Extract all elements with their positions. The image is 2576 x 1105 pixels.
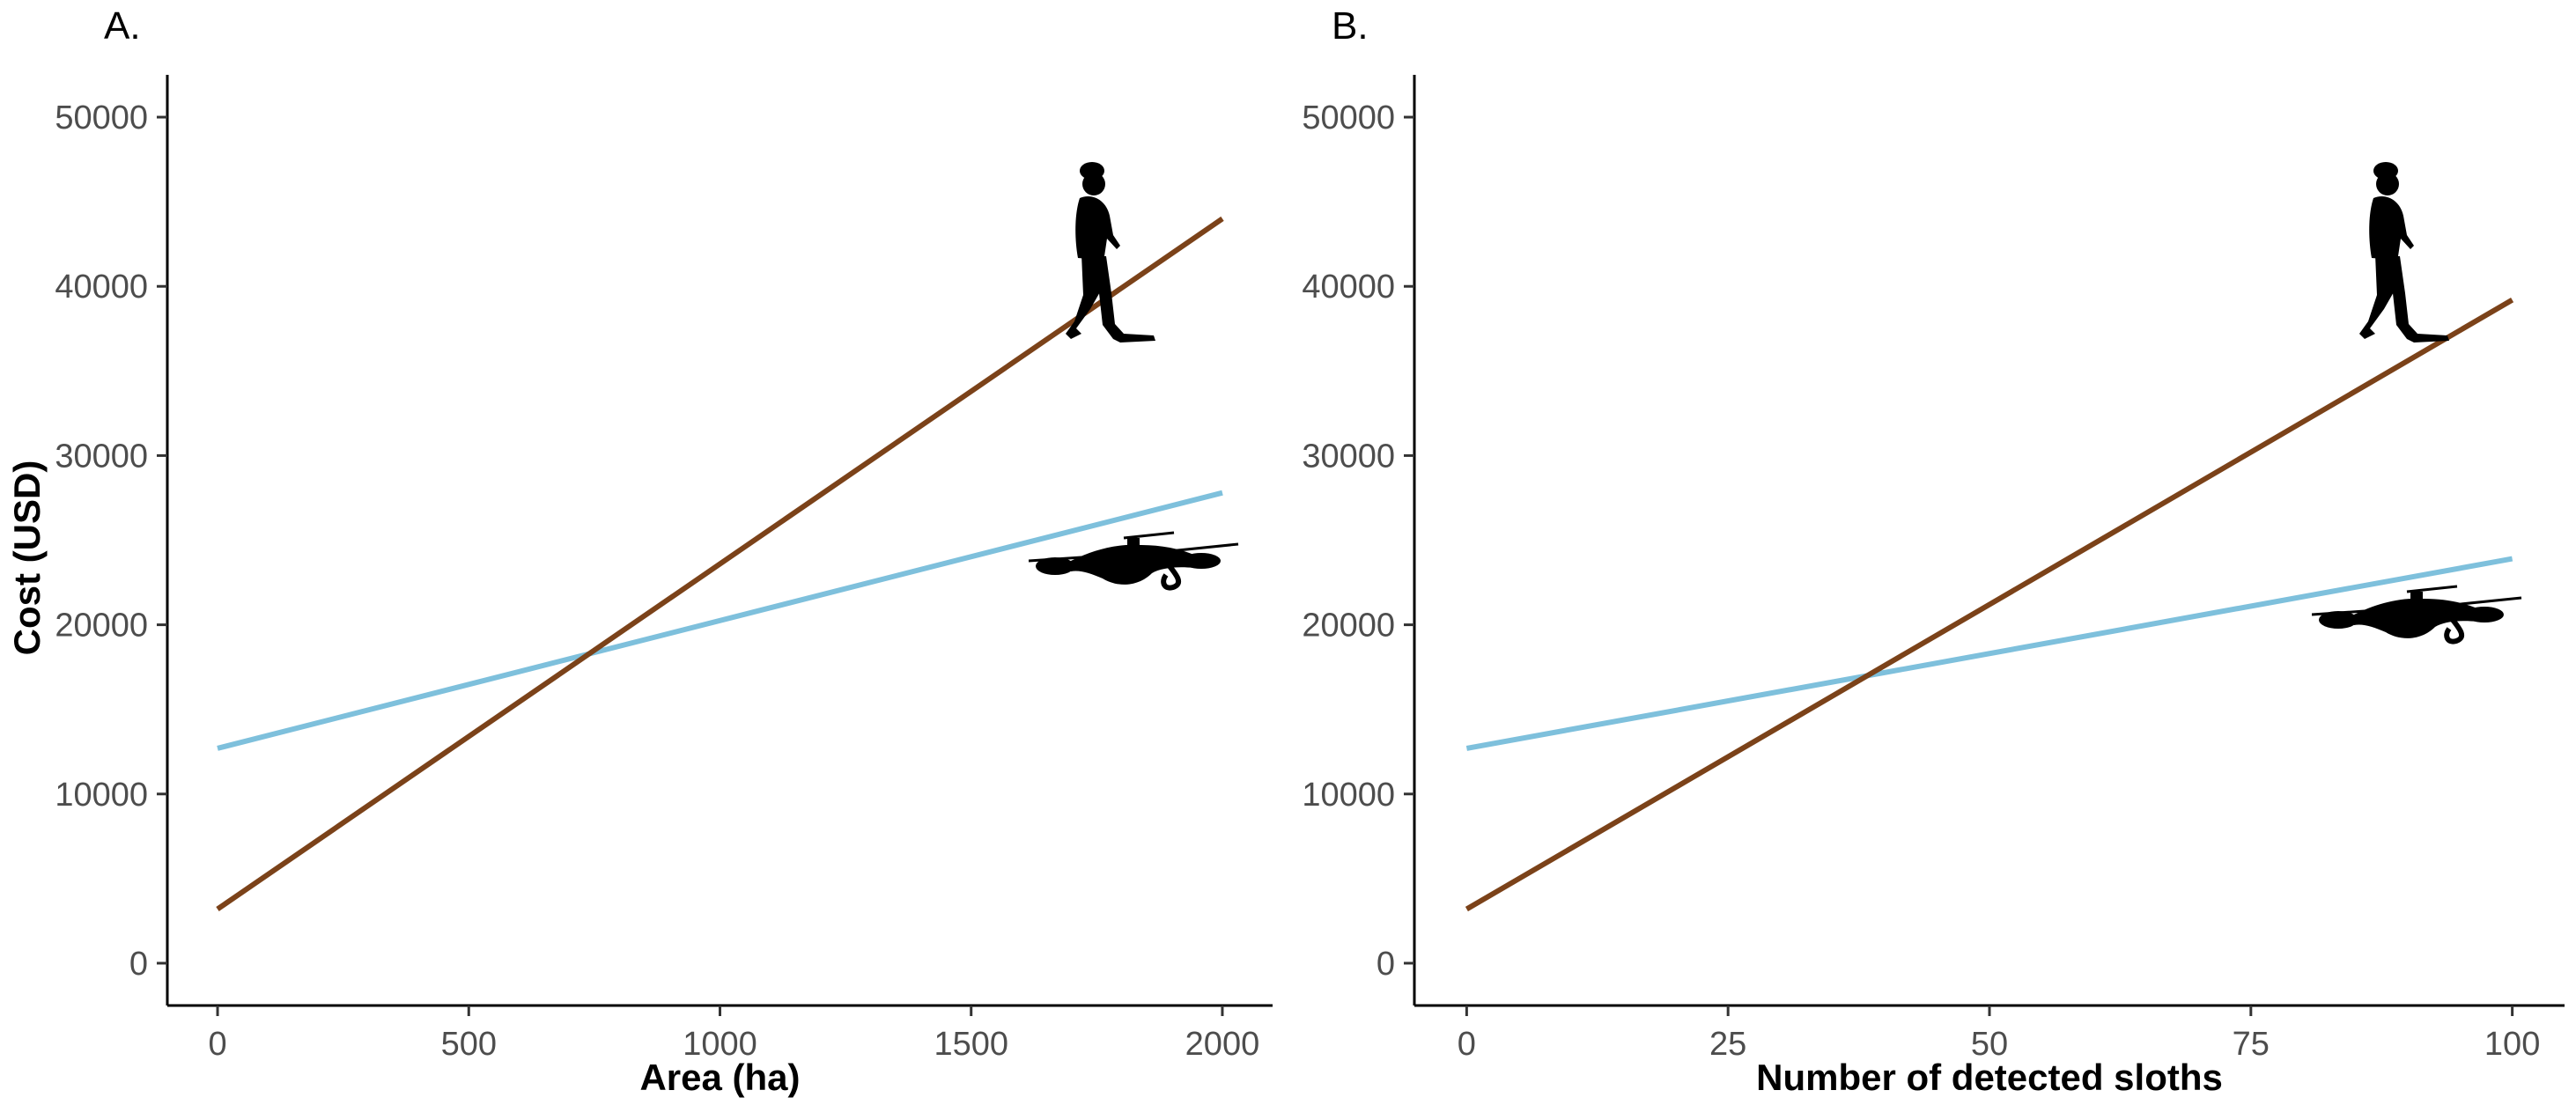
x-axis-title: Area (ha) [639, 1057, 800, 1098]
x-tick-label: 1000 [683, 1026, 757, 1063]
x-tick-label: 25 [1709, 1026, 1746, 1063]
panel-b: B. 0 10000 20000 30000 40000 50000 0 25 50 75 100 Nu… [1302, 4, 2565, 1098]
x-axis-title: Number of detected sloths [1756, 1057, 2223, 1098]
y-tick-label: 20000 [55, 608, 148, 645]
walking-person-icon [1066, 162, 1155, 343]
walking-person-icon [2359, 162, 2449, 343]
x-tick-label: 500 [441, 1026, 497, 1063]
x-tick-label: 75 [2233, 1026, 2270, 1063]
drone-icon [2312, 586, 2521, 642]
y-tick-label: 10000 [55, 777, 148, 814]
panel-a: A. 0 10000 20000 30000 40000 50000 0 500 1000 1500… [6, 4, 1273, 1098]
x-tick-label: 1500 [934, 1026, 1008, 1063]
panel-letter: A. [104, 4, 141, 48]
y-tick-label: 50000 [55, 99, 148, 136]
x-tick-label: 2000 [1185, 1026, 1260, 1063]
x-tick-label: 0 [208, 1026, 226, 1063]
y-tick-label: 10000 [1302, 777, 1395, 814]
y-tick-label: 40000 [55, 269, 148, 306]
drone-icon [1029, 533, 1238, 588]
drone-cost-line [217, 490, 1223, 751]
x-tick-label: 50 [1971, 1026, 2008, 1063]
y-tick-label: 0 [1377, 946, 1395, 983]
y-tick-label: 50000 [1302, 99, 1395, 136]
y-tick-label: 30000 [1302, 438, 1395, 475]
drone-cost-line [1465, 556, 2513, 751]
y-tick-label: 40000 [1302, 269, 1395, 306]
x-tick-label: 0 [1458, 1026, 1476, 1063]
walker-cost-line [216, 216, 1224, 911]
y-tick-label: 20000 [1302, 608, 1395, 645]
y-tick-label: 0 [129, 946, 148, 983]
walker-cost-line [1465, 298, 2514, 912]
x-tick-label: 100 [2484, 1026, 2540, 1063]
panel-letter: B. [1332, 4, 1369, 48]
y-axis-title: Cost (USD) [6, 460, 48, 656]
y-tick-label: 30000 [55, 438, 148, 475]
